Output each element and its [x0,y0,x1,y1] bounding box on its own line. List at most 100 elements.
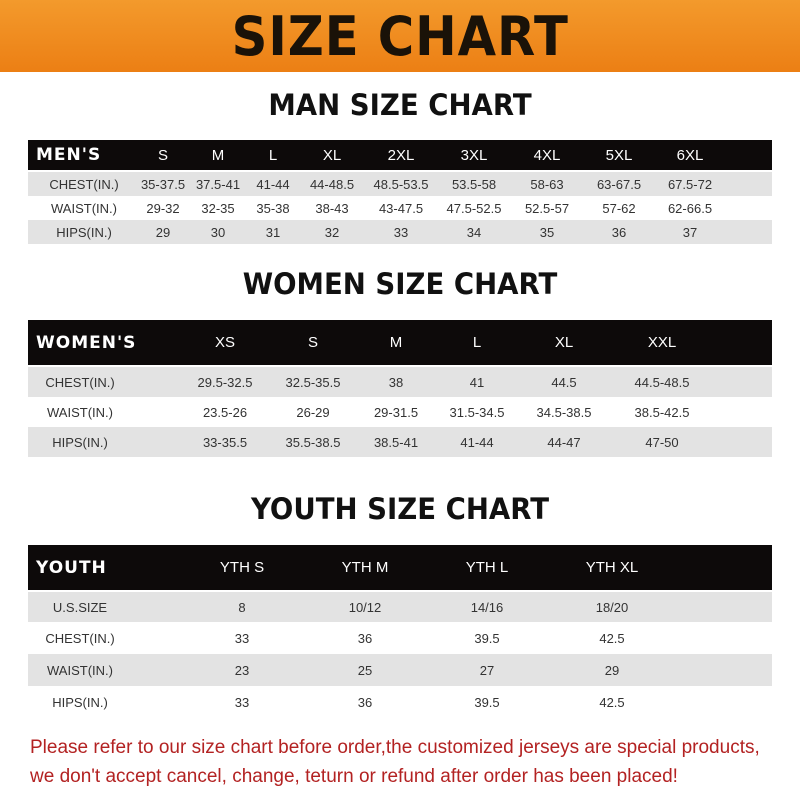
table-cell: 33-35.5 [202,434,248,450]
size-header: S [307,334,319,351]
table-cell: 18/20 [595,599,629,615]
table-cell: 53.5-58 [451,176,497,192]
table-cell: 33 [234,630,250,646]
table-cell: 41-44 [256,176,290,192]
row-label: WAIST(IN.) [51,200,117,216]
size-header: YTH XL [585,559,639,576]
row-label: U.S.SIZE [52,599,108,615]
size-header: YTH M [341,559,389,576]
table-cell: 33 [234,695,250,710]
table-cell: 35.5-38.5 [285,434,341,450]
table-cell: 44-47 [547,434,581,450]
table-cell: 32.5-35.5 [285,374,341,390]
table-row: WAIST(IN.) 23 25 27 29 [28,654,772,686]
size-header: XL [322,146,342,164]
table-header-row: MEN'S S M L XL 2XL 3XL 4XL 5XL 6XL [28,140,772,170]
table-cell: 23.5-26 [202,404,248,420]
table-cell: 37 [682,224,698,240]
table-header-label: WOMEN'S [36,332,137,353]
table-cell: 48.5-53.5 [373,176,429,192]
table-row: WAIST(IN.) 23.5-26 26-29 29-31.5 31.5-34.5 34… [28,397,772,427]
table-header-label: YOUTH [36,557,107,578]
women-title: WOMEN SIZE CHART [242,267,558,301]
table-cell: 47.5-52.5 [446,200,502,216]
table-cell: 42.5 [599,630,625,646]
table-cell: 29-32 [146,200,180,216]
table-row: HIPS(IN.) 33 36 39.5 42.5 [28,686,772,719]
table-cell: 67.5-72 [667,176,713,192]
table-cell: 34.5-38.5 [536,404,592,420]
size-header: YTH S [219,559,265,576]
table-cell: 44.5-48.5 [634,374,690,390]
table-cell: 38.5-41 [373,434,419,450]
table-cell: 38.5-42.5 [634,404,690,420]
table-row: HIPS(IN.) 29 30 31 32 33 34 35 36 37 [28,220,772,244]
size-header: XXL [647,334,677,351]
women-size-table: WOMEN'S XS S M L XL XXL CHEST(IN.) 29.5-32.5 32.5… [28,320,772,457]
size-header: 3XL [460,146,488,164]
size-header: 4XL [533,146,561,164]
table-row: CHEST(IN.) 29.5-32.5 32.5-35.5 38 41 44.5 44.5… [28,367,772,397]
table-cell: 38 [388,374,404,390]
row-label: HIPS(IN.) [56,224,112,240]
table-cell: 29 [604,662,620,678]
table-cell: 29 [155,224,171,240]
table-cell: 25 [357,662,373,678]
size-header: XL [554,334,574,351]
table-cell: 31 [265,224,281,240]
table-cell: 41 [469,374,485,390]
table-row: U.S.SIZE 8 10/12 14/16 18/20 [28,592,772,622]
row-label: CHEST(IN.) [45,374,115,390]
youth-size-table: YOUTH YTH S YTH M YTH L YTH XL U.S.SIZE 8 10/12… [28,545,772,719]
table-cell: 30 [210,224,226,240]
table-cell: 58-63 [530,176,564,192]
table-cell: 29-31.5 [373,404,419,420]
table-cell: 14/16 [470,599,504,615]
table-cell: 41-44 [460,434,494,450]
table-cell: 31.5-34.5 [449,404,505,420]
table-cell: 29.5-32.5 [197,374,253,390]
size-header: S [157,146,169,164]
table-cell: 43-47.5 [378,200,424,216]
table-cell: 62-66.5 [667,200,713,216]
table-cell: 44-48.5 [309,176,355,192]
table-cell: 23 [234,662,250,678]
table-cell: 39.5 [474,630,500,646]
table-row: CHEST(IN.) 35-37.5 37.5-41 41-44 44-48.5 48.5… [28,172,772,196]
row-label: HIPS(IN.) [52,695,108,710]
table-cell: 32 [324,224,340,240]
table-cell: 35-37.5 [140,176,186,192]
size-header: 5XL [605,146,633,164]
table-cell: 57-62 [602,200,636,216]
table-row: HIPS(IN.) 33-35.5 35.5-38.5 38.5-41 41-44 44-… [28,427,772,457]
size-header: 6XL [676,146,704,164]
disclaimer-note: Please refer to our size chart before or… [30,733,790,791]
banner: SIZE CHART [0,0,800,72]
size-header: YTH L [465,559,509,576]
table-cell: 8 [238,599,246,615]
row-label: WAIST(IN.) [47,662,113,678]
table-cell: 38-43 [315,200,349,216]
table-row: CHEST(IN.) 33 36 39.5 42.5 [28,622,772,654]
table-header-label: MEN'S [36,145,102,165]
size-header: M [211,146,225,164]
size-header: XS [214,334,236,351]
table-cell: 47-50 [645,434,679,450]
table-row: WAIST(IN.) 29-32 32-35 35-38 38-43 43-47.5 47.… [28,196,772,220]
size-header: L [472,334,482,351]
banner-title: SIZE CHART [231,4,569,68]
youth-title: YOUTH SIZE CHART [250,492,550,526]
table-cell: 35 [539,224,555,240]
table-cell: 36 [357,695,373,710]
table-cell: 63-67.5 [596,176,642,192]
table-cell: 44.5 [551,374,577,390]
table-cell: 52.5-57 [524,200,570,216]
table-cell: 42.5 [599,695,625,710]
men-size-table: MEN'S S M L XL 2XL 3XL 4XL 5XL 6XL CHEST(IN.) 35-37… [28,140,772,244]
note-line-1: Please refer to our size chart before or… [30,737,760,758]
table-cell: 35-38 [256,200,290,216]
row-label: WAIST(IN.) [47,404,113,420]
table-cell: 36 [611,224,627,240]
table-cell: 37.5-41 [195,176,241,192]
table-cell: 39.5 [474,695,500,710]
